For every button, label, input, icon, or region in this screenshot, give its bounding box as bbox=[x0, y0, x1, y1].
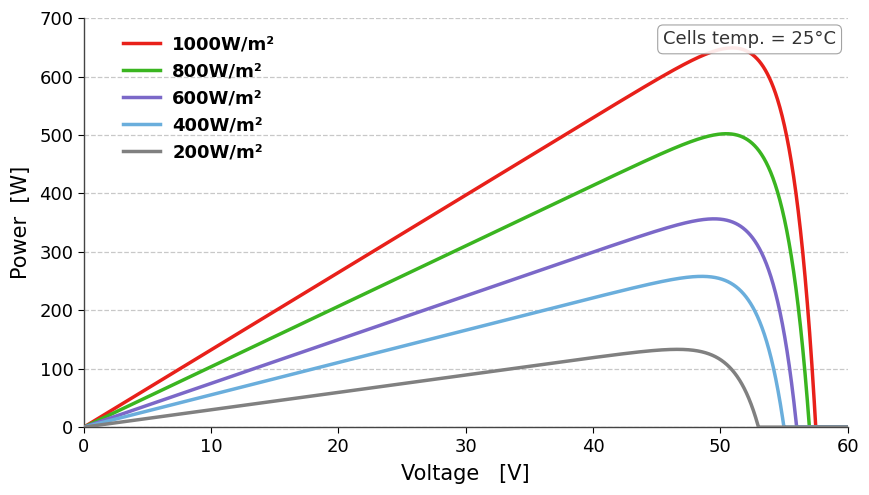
X-axis label: Voltage   [V]: Voltage [V] bbox=[401, 464, 529, 484]
Y-axis label: Power  [W]: Power [W] bbox=[11, 166, 31, 279]
Legend: 1000W/m², 800W/m², 600W/m², 400W/m², 200W/m²: 1000W/m², 800W/m², 600W/m², 400W/m², 200… bbox=[123, 35, 275, 161]
Text: Cells temp. = 25°C: Cells temp. = 25°C bbox=[662, 30, 835, 49]
